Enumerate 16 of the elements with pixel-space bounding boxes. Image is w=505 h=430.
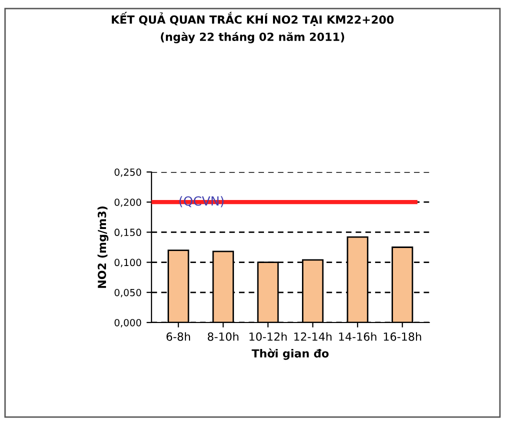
y-tick-label: 0,000 [114, 318, 142, 328]
chart-subtitle: (ngày 22 tháng 02 năm 2011) [160, 32, 344, 44]
x-tick-label: 6-8h [166, 332, 190, 341]
x-tick-label: 10-12h [250, 332, 287, 341]
x-tick-label: 14-16h [339, 332, 376, 341]
x-tick-label: 8-10h [208, 332, 238, 341]
y-axis-title: NO2 (mg/m3) [98, 206, 108, 288]
y-tick-label: 0,100 [114, 258, 142, 268]
x-tick-label: 16-18h [384, 332, 422, 341]
y-tick-label: 0,150 [114, 228, 142, 238]
y-tick-label: 0,250 [114, 168, 142, 177]
y-tick-label: 0,050 [114, 288, 142, 298]
x-axis-title: Thời gian đo [252, 348, 329, 360]
x-tick-label: 12-14h [294, 332, 332, 341]
y-tick-label: 0,200 [114, 198, 142, 207]
chart-title: KẾT QUẢ QUAN TRẮC KHÍ NO2 TẠI KM22+200 [112, 12, 394, 26]
